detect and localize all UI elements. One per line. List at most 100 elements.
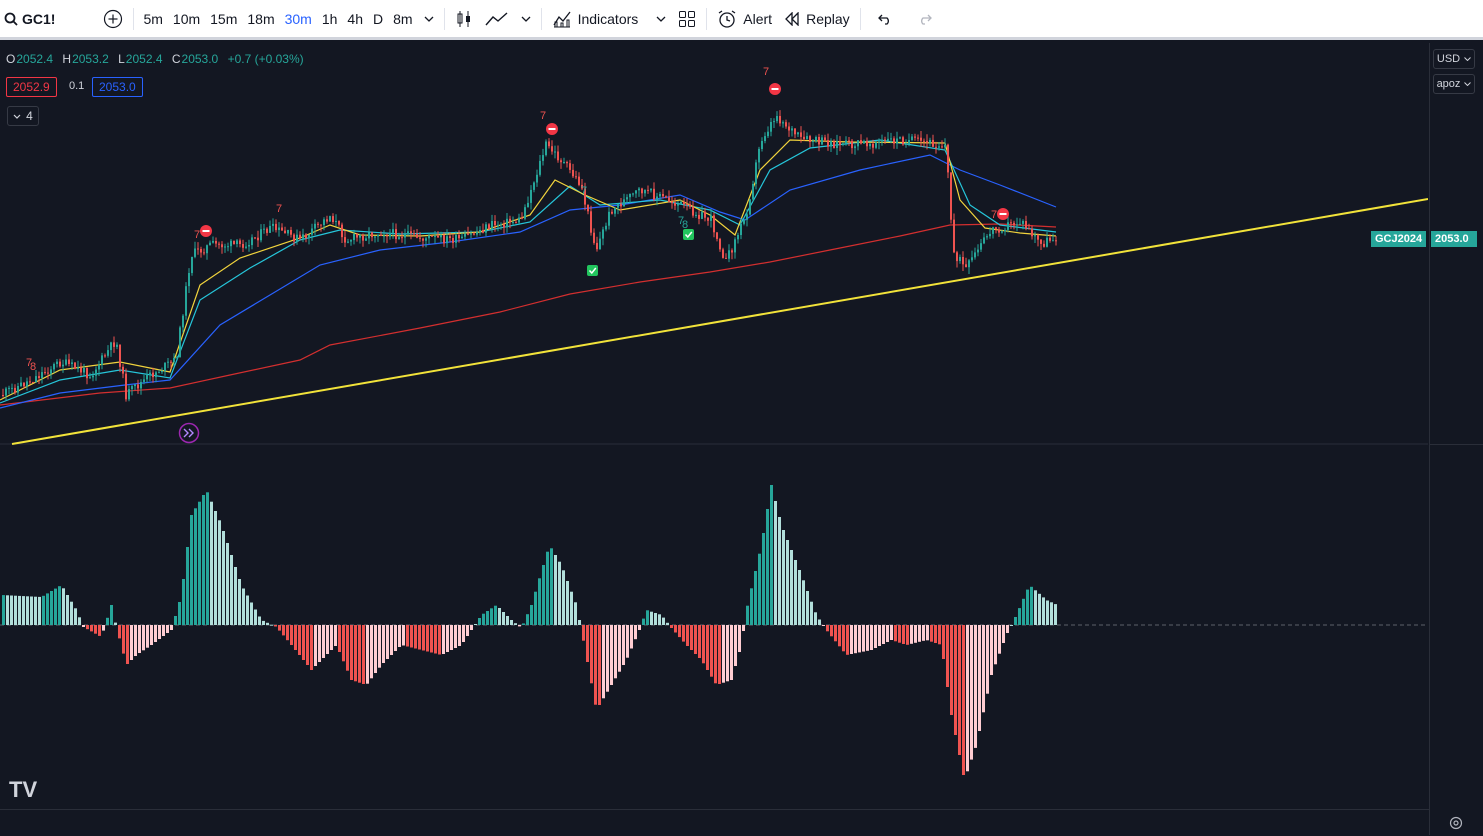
- ema-slow-line: [0, 154, 1057, 409]
- candles-icon: [455, 10, 473, 28]
- setup-count-7-label: 7: [194, 229, 200, 241]
- sell-price-button[interactable]: 2052.9: [6, 77, 57, 97]
- moving-averages: [0, 139, 1057, 409]
- low-value: 2052.4: [125, 52, 163, 66]
- momentum-histogram: [2, 485, 1057, 775]
- ema-fast-line: [0, 139, 1057, 401]
- top-toolbar: GC1! 5m 10m 15m 18m 30m 1h 4h D 8m Indic…: [0, 0, 1483, 40]
- svg-text:TV: TV: [9, 777, 37, 802]
- chevron-down-icon: [424, 16, 434, 22]
- indicator-count: 4: [26, 109, 33, 123]
- setup-count-7-label: 7: [581, 185, 587, 197]
- buy-price-button[interactable]: 2053.0: [92, 77, 143, 97]
- timeframe-dropdown[interactable]: [418, 0, 440, 39]
- indicator-collapse-button[interactable]: 4: [7, 106, 39, 126]
- ema-long-line: [0, 223, 1057, 406]
- setup-count-7-label: 7: [763, 66, 769, 78]
- replay-label: Replay: [806, 10, 850, 27]
- spread-value: 0.1: [69, 80, 85, 92]
- indicators-icon: [552, 10, 572, 28]
- tradingview-logo: TV: [9, 777, 37, 802]
- contract-label: GCJ2024: [1371, 231, 1427, 247]
- add-circle-icon: [103, 9, 123, 29]
- undo-icon: [877, 13, 893, 25]
- timeframe-d[interactable]: D: [373, 10, 384, 27]
- chevron-down-icon: [13, 114, 21, 119]
- grid-layout-icon: [678, 10, 696, 28]
- goto-realtime-icon[interactable]: [178, 422, 200, 444]
- timeframe-8m[interactable]: 8m: [393, 10, 413, 27]
- stop-signal-icon: [546, 123, 558, 135]
- symbol-search[interactable]: GC1!: [0, 0, 61, 39]
- alert-button[interactable]: Alert: [711, 0, 778, 39]
- divider: [859, 7, 861, 30]
- divider: [443, 7, 445, 30]
- alarm-clock-icon: [717, 9, 737, 29]
- divider: [133, 7, 135, 30]
- timeframe-4h[interactable]: 4h: [347, 10, 363, 27]
- timeframe-1h[interactable]: 1h: [321, 10, 338, 27]
- high-key: H: [62, 52, 72, 66]
- axis-pane-separator: [1429, 444, 1483, 445]
- rewind-icon: [784, 11, 800, 26]
- indicators-label: Indicators: [577, 10, 639, 27]
- close-value: 2053.0: [181, 52, 219, 66]
- candle-style-button[interactable]: [449, 0, 479, 39]
- price-axis[interactable]: [1429, 43, 1483, 835]
- search-icon: [4, 12, 18, 26]
- check-signal-icon: [683, 229, 694, 240]
- timeframe-5m[interactable]: 5m: [143, 10, 163, 27]
- timeframe-30m[interactable]: 30m: [284, 10, 312, 27]
- setup-count-7-label: 7: [678, 215, 684, 227]
- time-axis[interactable]: [0, 809, 1429, 835]
- chevron-down-icon: [656, 16, 666, 22]
- timeframe-10m[interactable]: 10m: [172, 10, 201, 27]
- compare-symbol-button[interactable]: [97, 0, 129, 39]
- last-price-label: 2053.0: [1431, 231, 1477, 247]
- close-key: C: [171, 52, 181, 66]
- change-value: +0.7 (+0.03%): [227, 52, 304, 66]
- candlesticks: [2, 110, 1057, 402]
- divider: [706, 7, 708, 30]
- setup-count-7-label: 7: [540, 110, 546, 122]
- setup-count-8-label: 8: [682, 219, 688, 231]
- ema-mid-line: [0, 139, 1057, 404]
- chevron-down-icon: [1464, 57, 1471, 61]
- alert-label: Alert: [743, 10, 773, 27]
- stop-signal-icon: [769, 83, 781, 95]
- line-chart-icon: [485, 11, 509, 27]
- low-key: L: [118, 52, 125, 66]
- setup-count-7-label: 7: [26, 357, 32, 369]
- currency-dropdown[interactable]: USD: [1433, 49, 1475, 69]
- layouts-button[interactable]: [672, 0, 702, 39]
- high-value: 2053.2: [72, 52, 109, 66]
- chevron-down-icon: [1464, 82, 1472, 86]
- undo-button[interactable]: [865, 0, 905, 39]
- setup-count-8-label: 8: [30, 361, 36, 373]
- setup-count-7-label: 7: [991, 209, 997, 221]
- timeframe-15m[interactable]: 15m: [210, 10, 238, 27]
- unit-dropdown[interactable]: apoz: [1433, 74, 1475, 94]
- replay-button[interactable]: Replay: [778, 0, 856, 39]
- open-key: O: [6, 52, 16, 66]
- setup-count-7-label: 7: [276, 203, 282, 215]
- settings-icon[interactable]: [1448, 815, 1464, 836]
- ohlc-legend: O2052.4 H2053.2 L2052.4 C2053.0 +0.7 (+0…: [6, 52, 310, 66]
- open-value: 2052.4: [16, 52, 54, 66]
- redo-button[interactable]: [905, 0, 945, 39]
- timeframe-18m[interactable]: 18m: [247, 10, 275, 27]
- redo-icon: [917, 13, 933, 25]
- chevron-down-icon: [521, 16, 531, 22]
- check-signal-icon: [587, 265, 598, 276]
- trend-line[interactable]: [11, 198, 1428, 445]
- divider: [540, 7, 542, 30]
- indicators-button[interactable]: Indicators: [546, 0, 673, 39]
- currency-label: USD: [1436, 53, 1461, 65]
- symbol-label: GC1!: [22, 10, 56, 27]
- stop-signal-icon: [200, 225, 212, 237]
- unit-label: apoz: [1436, 78, 1461, 90]
- chart-type-button[interactable]: [479, 0, 537, 39]
- stop-signal-icon: [997, 208, 1009, 220]
